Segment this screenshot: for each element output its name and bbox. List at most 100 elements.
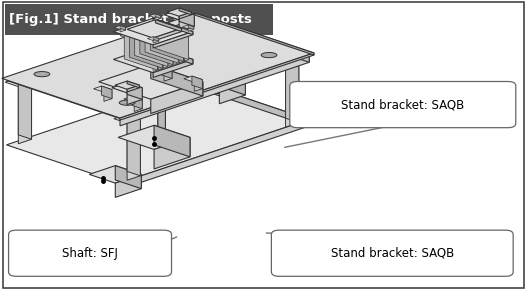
Polygon shape [124,96,142,102]
Ellipse shape [119,100,135,105]
Polygon shape [134,100,142,111]
Polygon shape [127,83,142,99]
Polygon shape [18,82,32,144]
Polygon shape [196,81,309,126]
Polygon shape [158,44,163,70]
Polygon shape [286,66,299,127]
Polygon shape [179,10,194,26]
Polygon shape [163,42,168,68]
Polygon shape [120,55,309,126]
Polygon shape [153,18,193,35]
Polygon shape [120,26,125,30]
Polygon shape [102,86,112,99]
Ellipse shape [261,52,277,58]
Polygon shape [118,125,190,149]
Polygon shape [182,25,194,29]
Polygon shape [104,90,112,101]
Polygon shape [153,45,158,71]
Polygon shape [150,63,165,68]
Text: [Fig.1] Stand bracket type posts: [Fig.1] Stand bracket type posts [8,13,251,26]
Polygon shape [162,66,172,79]
Text: Stand bracket: SAQB: Stand bracket: SAQB [341,98,464,111]
Polygon shape [153,46,193,64]
Polygon shape [120,53,314,120]
Polygon shape [149,14,161,18]
Polygon shape [153,66,172,72]
Polygon shape [151,64,203,96]
Polygon shape [99,64,203,99]
Polygon shape [120,34,158,47]
Polygon shape [151,24,189,36]
Polygon shape [153,59,193,77]
Polygon shape [196,17,309,62]
Polygon shape [155,16,161,20]
Polygon shape [194,79,202,91]
Polygon shape [115,81,140,89]
Polygon shape [18,78,32,139]
Polygon shape [155,24,189,59]
Text: Stand bracket: SAQB: Stand bracket: SAQB [330,247,454,260]
Polygon shape [113,18,193,45]
Polygon shape [150,26,183,61]
Polygon shape [155,14,161,18]
Polygon shape [177,29,190,90]
Polygon shape [6,17,309,119]
Polygon shape [219,72,246,95]
Polygon shape [179,12,191,19]
Polygon shape [120,119,309,189]
Polygon shape [114,114,140,123]
Polygon shape [127,85,140,92]
Polygon shape [6,81,309,183]
Polygon shape [184,35,189,61]
Polygon shape [286,61,299,123]
Polygon shape [140,29,173,65]
Polygon shape [151,82,203,113]
FancyBboxPatch shape [8,230,171,276]
Polygon shape [89,166,141,183]
Polygon shape [164,69,172,81]
Polygon shape [219,81,246,104]
Polygon shape [167,8,191,16]
Polygon shape [93,86,112,92]
Polygon shape [188,27,194,31]
Polygon shape [2,13,314,118]
Polygon shape [127,20,181,38]
Polygon shape [125,32,163,45]
Polygon shape [112,83,142,93]
Polygon shape [158,66,165,141]
FancyBboxPatch shape [271,230,513,276]
Polygon shape [5,78,32,87]
Polygon shape [179,37,183,63]
Polygon shape [192,76,202,89]
Polygon shape [120,28,125,32]
Polygon shape [196,13,314,55]
Polygon shape [124,34,158,70]
Polygon shape [114,26,125,29]
Polygon shape [153,39,159,43]
Polygon shape [179,8,191,15]
Polygon shape [132,96,142,109]
Polygon shape [135,31,168,66]
Polygon shape [127,88,142,105]
Polygon shape [153,32,193,48]
Polygon shape [135,29,173,41]
Polygon shape [153,37,159,41]
Polygon shape [113,46,193,73]
Polygon shape [193,72,246,89]
Polygon shape [115,174,141,197]
Ellipse shape [176,24,192,29]
Polygon shape [115,166,141,189]
Polygon shape [154,125,190,157]
Polygon shape [155,20,181,32]
Ellipse shape [34,72,50,77]
Polygon shape [272,61,299,70]
Polygon shape [130,32,163,68]
Polygon shape [127,119,140,180]
Polygon shape [174,38,178,64]
Polygon shape [163,25,190,33]
Polygon shape [148,37,159,41]
Polygon shape [184,76,202,82]
FancyBboxPatch shape [3,2,524,288]
Text: Shaft: SFJ: Shaft: SFJ [62,247,118,260]
Polygon shape [164,10,194,20]
